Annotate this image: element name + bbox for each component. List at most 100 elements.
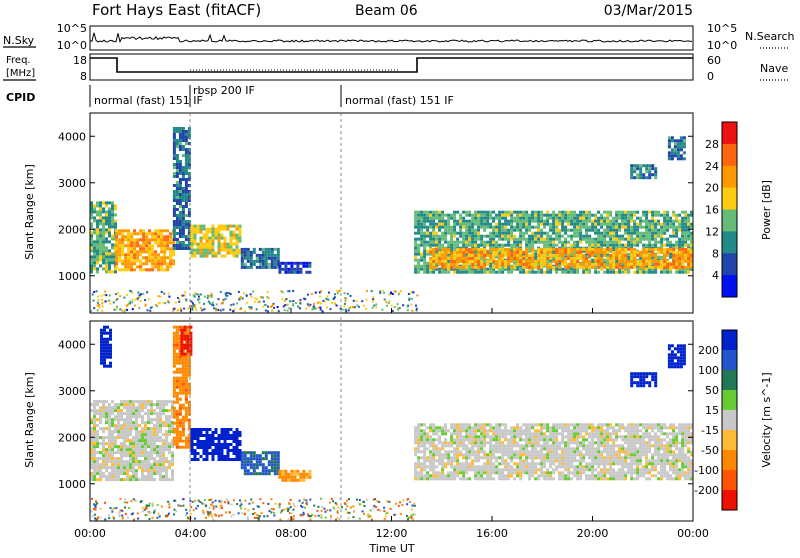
- data-cell: [438, 229, 441, 232]
- data-cell: [414, 426, 417, 429]
- data-cell: [102, 261, 105, 264]
- data-cell: [483, 223, 486, 226]
- data-cell: [462, 453, 465, 456]
- data-cell: [185, 247, 188, 250]
- data-cell: [96, 469, 99, 472]
- data-cell: [96, 231, 99, 234]
- data-cell: [420, 477, 423, 480]
- data-cell: [606, 229, 609, 232]
- data-cell: [429, 232, 432, 235]
- data-cell: [666, 211, 669, 214]
- data-cell: [474, 444, 477, 447]
- data-cell: [168, 400, 171, 403]
- data-cell: [618, 223, 621, 226]
- data-cell: [450, 441, 453, 444]
- data-cell: [118, 238, 121, 241]
- data-cell: [179, 371, 182, 374]
- data-cell: [648, 266, 651, 269]
- data-cell: [465, 220, 468, 223]
- data-cell: [534, 220, 537, 223]
- data-cell: [453, 459, 456, 462]
- data-cell: [423, 435, 426, 438]
- data-cell: [420, 226, 423, 229]
- data-cell: [159, 475, 162, 478]
- clutter-cell: [200, 294, 202, 296]
- data-cell: [129, 478, 132, 481]
- data-cell: [501, 217, 504, 220]
- data-cell: [639, 238, 642, 241]
- data-cell: [480, 263, 483, 266]
- data-cell: [672, 260, 675, 263]
- data-cell: [209, 452, 212, 455]
- data-cell: [642, 254, 645, 257]
- clutter-cell: [116, 308, 118, 310]
- data-cell: [414, 441, 417, 444]
- data-cell: [567, 214, 570, 217]
- data-cell: [531, 226, 534, 229]
- data-cell: [678, 220, 681, 223]
- data-cell: [250, 451, 253, 454]
- data-cell: [111, 430, 114, 433]
- data-cell: [111, 222, 114, 225]
- data-cell: [648, 254, 651, 257]
- data-cell: [256, 254, 259, 257]
- data-cell: [483, 263, 486, 266]
- data-cell: [438, 251, 441, 254]
- data-cell: [426, 262, 429, 265]
- data-cell: [510, 211, 513, 214]
- data-cell: [224, 246, 227, 249]
- data-cell: [163, 250, 166, 253]
- data-cell: [120, 460, 123, 463]
- data-cell: [154, 238, 157, 241]
- data-cell: [633, 260, 636, 263]
- y-tick-label: 3000: [58, 177, 86, 190]
- data-cell: [573, 248, 576, 251]
- data-cell: [618, 226, 621, 229]
- data-cell: [471, 465, 474, 468]
- data-cell: [660, 226, 663, 229]
- data-cell: [498, 238, 501, 241]
- data-cell: [582, 217, 585, 220]
- data-cell: [145, 238, 148, 241]
- data-cell: [624, 266, 627, 269]
- clutter-cell: [232, 310, 234, 312]
- data-cell: [108, 433, 111, 436]
- data-cell: [191, 440, 194, 443]
- data-cell: [93, 472, 96, 475]
- clutter-cell: [297, 306, 299, 308]
- clutter-cell: [109, 303, 111, 305]
- data-cell: [504, 254, 507, 257]
- data-cell: [636, 260, 639, 263]
- data-cell: [423, 244, 426, 247]
- data-cell: [153, 436, 156, 439]
- data-cell: [153, 439, 156, 442]
- data-cell: [678, 241, 681, 244]
- data-cell: [191, 434, 194, 437]
- data-cell: [468, 229, 471, 232]
- data-cell: [179, 386, 182, 389]
- data-cell: [108, 231, 111, 234]
- data-cell: [230, 237, 233, 240]
- data-cell: [687, 257, 690, 260]
- data-cell: [456, 232, 459, 235]
- data-cell: [179, 196, 182, 199]
- data-cell: [108, 448, 111, 451]
- clutter-cell: [264, 304, 266, 306]
- data-cell: [160, 241, 163, 244]
- data-cell: [579, 220, 582, 223]
- data-cell: [111, 255, 114, 258]
- data-cell: [171, 460, 174, 463]
- data-cell: [247, 251, 250, 254]
- data-cell: [203, 252, 206, 255]
- clutter-cell: [208, 301, 210, 303]
- data-cell: [450, 444, 453, 447]
- data-cell: [150, 433, 153, 436]
- data-cell: [102, 457, 105, 460]
- data-cell: [498, 229, 501, 232]
- data-cell: [438, 223, 441, 226]
- clutter-cell: [322, 310, 324, 312]
- data-cell: [176, 386, 179, 389]
- data-cell: [633, 248, 636, 251]
- data-cell: [93, 442, 96, 445]
- data-cell: [114, 403, 117, 406]
